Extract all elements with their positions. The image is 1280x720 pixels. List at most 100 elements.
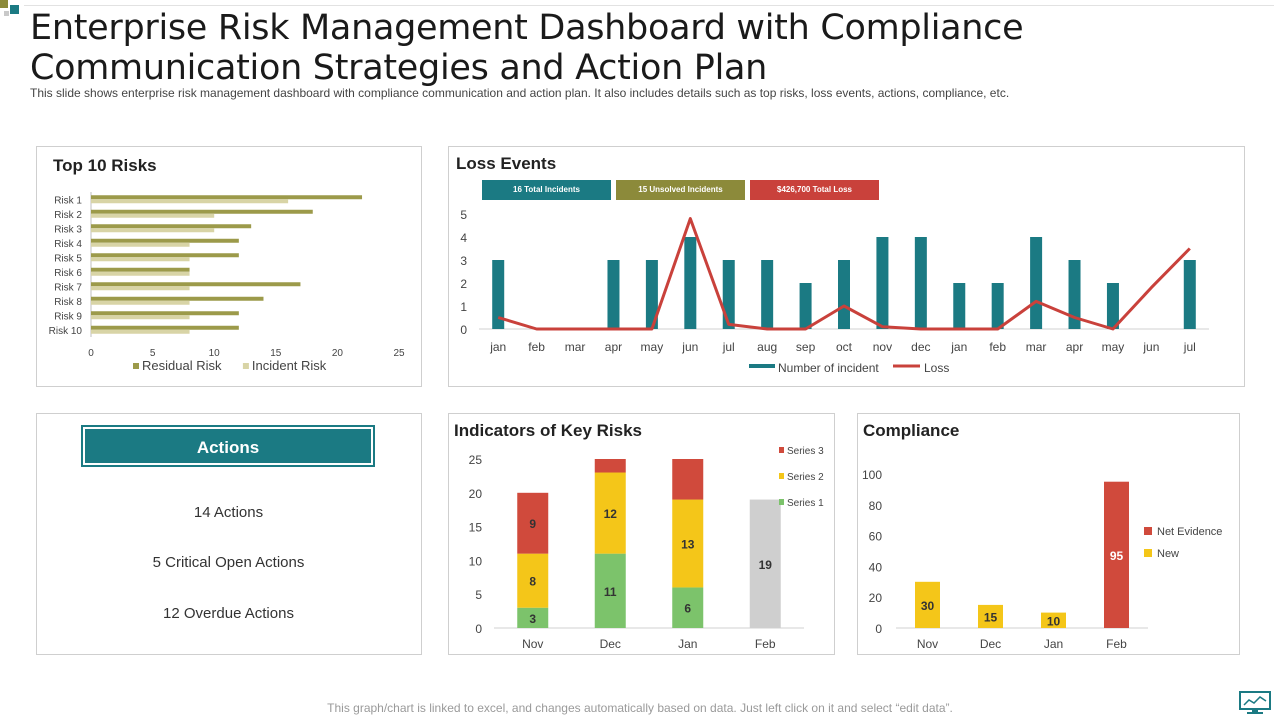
category-label: Feb — [1106, 637, 1127, 651]
incident-bar — [838, 260, 850, 329]
critical-open-actions: 5 Critical Open Actions — [152, 554, 305, 571]
bar-incident-risk — [91, 286, 190, 291]
stacked-bar-series-1 — [594, 553, 626, 628]
data-label: 6 — [684, 602, 691, 616]
y-tick-label: 20 — [469, 487, 483, 501]
y-tick-label: 4 — [460, 231, 467, 245]
y-tick-label: 10 — [469, 554, 483, 568]
badge-unsolved-incidents: 15 Unsolved Incidents — [616, 180, 745, 200]
footer-note: This graph/chart is linked to excel, and… — [327, 701, 953, 715]
incident-bar — [1183, 260, 1196, 329]
y-tick-label: 40 — [869, 560, 883, 574]
month-label: dec — [911, 340, 930, 354]
compliance-panel[interactable]: Compliance 0 20 40 60 80 100 30 Nov 15 Dec 10 Jan 95… — [857, 413, 1240, 655]
stacked-bar-series-1 — [517, 607, 549, 628]
stacked-bar-series-3 — [594, 459, 626, 473]
month-label: mar — [1026, 340, 1047, 354]
y-tick-label: 20 — [869, 591, 883, 605]
month-label: feb — [989, 340, 1006, 354]
x-tick-label: 20 — [332, 348, 344, 359]
stacked-bar-series-1 — [672, 587, 704, 628]
x-tick-label: 0 — [88, 348, 94, 359]
badge-unsolved-incidents-label: 15 Unsolved Incidents — [638, 185, 723, 194]
actions-count: 14 Actions — [193, 504, 264, 521]
x-tick-label: 25 — [393, 348, 405, 359]
category-label: Jan — [1044, 637, 1063, 651]
loss-events-title: Loss Events — [456, 154, 557, 173]
stacked-bar-series-3 — [672, 459, 704, 500]
y-tick-label: 15 — [469, 521, 483, 535]
legend-label-incident: Number of incident — [778, 361, 879, 375]
month-label: oct — [836, 340, 853, 354]
category-label: Risk 8 — [54, 297, 82, 308]
top-risks-chart[interactable]: Risk 1 Risk 2 Risk 3 Risk 4 Risk 5 Risk 6 Risk… — [37, 147, 421, 386]
y-tick-label: 3 — [460, 254, 467, 268]
legend-swatch — [779, 447, 784, 453]
actions-header: Actions — [81, 425, 375, 467]
bar-residual-risk — [91, 311, 239, 316]
compliance-bar-new — [978, 604, 1003, 628]
month-label: jan — [950, 340, 967, 354]
bar-incident-risk — [91, 257, 190, 262]
compliance-chart[interactable]: 0 20 40 60 80 100 30 Nov 15 Dec 10 Jan 95 Feb Net Evid… — [858, 414, 1239, 654]
bar-incident-risk — [91, 242, 190, 247]
bar-residual-risk — [91, 296, 264, 301]
incident-bar — [684, 237, 697, 329]
y-tick-label: 0 — [475, 622, 482, 636]
y-tick-label: 5 — [460, 208, 467, 222]
loss-events-chart[interactable]: 0 1 2 3 4 5 jan feb mar apr may jun jul aug sep oct nov d… — [449, 147, 1244, 386]
compliance-bar-new — [915, 581, 940, 628]
category-label: Risk 2 — [54, 210, 82, 221]
badge-total-incidents-label: 16 Total Incidents — [513, 185, 580, 194]
incident-bar — [492, 260, 505, 329]
incident-bar — [876, 237, 889, 329]
legend-label: Series 2 — [787, 472, 824, 483]
y-tick-label: 60 — [869, 530, 883, 544]
page-subtitle: This slide shows enterprise risk managem… — [30, 86, 1010, 100]
y-tick-label: 25 — [469, 453, 483, 467]
month-label: jun — [1142, 340, 1159, 354]
category-label: Jan — [678, 637, 697, 651]
legend-swatch — [133, 363, 139, 369]
stacked-bar-series-2 — [594, 472, 626, 554]
category-label: Nov — [917, 637, 938, 651]
month-label: apr — [1066, 340, 1083, 354]
x-tick-label: 15 — [270, 348, 282, 359]
stacked-bar-series-2 — [672, 499, 704, 588]
incident-bar — [914, 237, 927, 329]
category-label: Risk 5 — [54, 253, 82, 264]
y-tick-label: 1 — [460, 300, 467, 314]
legend-swatch — [1144, 527, 1152, 535]
actions-panel: Actions 14 Actions 5 Critical Open Actio… — [36, 413, 422, 655]
top-risks-panel[interactable]: Top 10 Risks Risk 1 Risk 2 Risk 3 Risk 4 Ris… — [36, 146, 422, 387]
month-label: sep — [796, 340, 816, 354]
legend-swatch — [242, 363, 249, 369]
bar-residual-risk — [91, 209, 313, 214]
y-tick-label: 0 — [875, 622, 882, 636]
incident-bar — [991, 283, 1004, 329]
loss-events-panel[interactable]: Loss Events 16 Total Incidents 15 Unsolv… — [448, 146, 1245, 387]
month-label: nov — [873, 340, 892, 354]
legend-swatch — [1144, 549, 1152, 557]
month-label: jan — [489, 340, 506, 354]
key-risks-chart[interactable]: 0 5 10 15 20 25 3 8 9 Nov 11 12 Dec 6 13 Jan 19 Feb Series… — [449, 414, 834, 654]
key-risks-panel[interactable]: Indicators of Key Risks 0 5 10 15 20 25 3 8 9 Nov… — [448, 413, 835, 655]
month-label: may — [641, 340, 664, 354]
incident-bar — [799, 283, 812, 329]
bar-incident-risk — [91, 300, 190, 305]
legend-swatch — [779, 499, 784, 505]
legend-label: Series 1 — [787, 498, 824, 509]
monitor-icon — [1239, 691, 1271, 714]
category-label: Risk 10 — [49, 326, 83, 337]
month-label: aug — [757, 340, 777, 354]
bar-residual-risk — [91, 195, 363, 200]
x-tick-label: 10 — [209, 348, 221, 359]
y-tick-label: 100 — [862, 468, 882, 482]
data-label: 19 — [759, 558, 773, 572]
badge-total-loss-label: $426,700 Total Loss — [777, 185, 852, 194]
x-tick-label: 5 — [150, 348, 156, 359]
incident-bar — [1068, 260, 1081, 329]
page-title: Enterprise Risk Management Dashboard wit… — [30, 8, 1024, 88]
category-label: Dec — [980, 637, 1001, 651]
compliance-bar-new — [1041, 612, 1066, 628]
